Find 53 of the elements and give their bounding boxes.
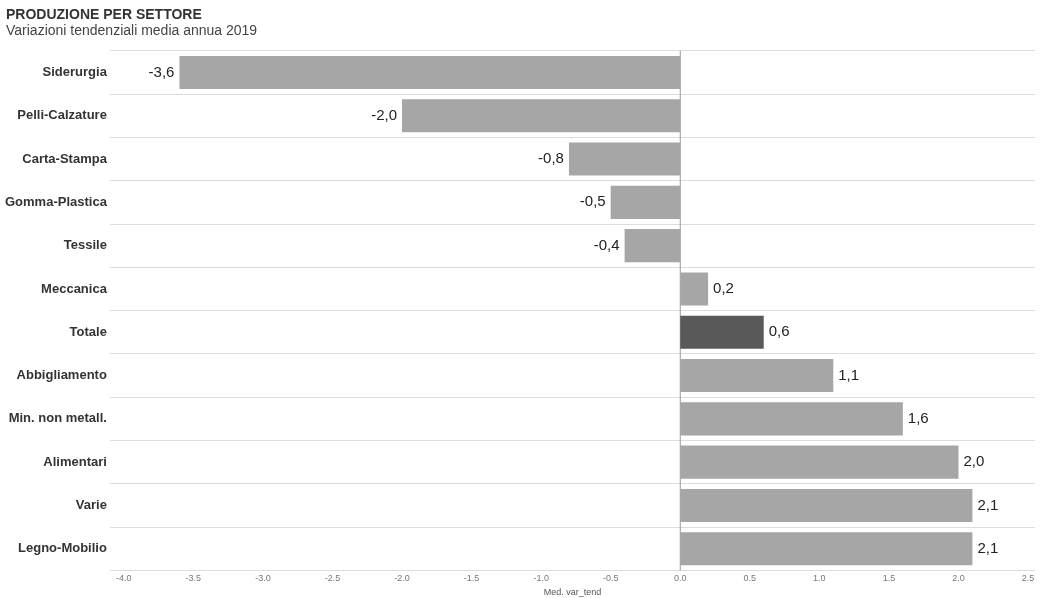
data-label: 0,6 bbox=[768, 322, 790, 340]
data-label: -2,0 bbox=[371, 105, 398, 123]
chart-title: PRODUZIONE PER SETTORE bbox=[6, 6, 202, 22]
data-label: -0,4 bbox=[593, 235, 620, 253]
y-tick-label: Legno-Mobilio bbox=[18, 540, 107, 556]
x-tick-label: -0.5 bbox=[602, 573, 619, 584]
bar bbox=[610, 185, 681, 219]
y-tick-label: Siderurgia bbox=[42, 64, 108, 80]
bar bbox=[680, 402, 903, 436]
bar bbox=[402, 99, 681, 133]
x-tick-label: -4.0 bbox=[116, 573, 132, 584]
x-tick-label: 0.0 bbox=[673, 573, 687, 584]
data-label: 2,1 bbox=[977, 538, 999, 556]
y-tick-label: Carta-Stampa bbox=[22, 150, 108, 166]
y-tick-label: Abbigliamento bbox=[16, 367, 107, 383]
x-tick-label: -2.0 bbox=[394, 573, 410, 584]
data-label: 1,6 bbox=[907, 408, 929, 426]
bar bbox=[680, 358, 834, 393]
x-tick-label: 1.5 bbox=[882, 573, 896, 584]
data-label: -0,5 bbox=[579, 192, 606, 210]
y-tick-label: Varie bbox=[75, 497, 107, 513]
x-tick-label: -1.0 bbox=[533, 573, 549, 584]
x-axis-title: Med. var_tend bbox=[543, 587, 602, 598]
data-label: -3,6 bbox=[148, 62, 175, 80]
y-tick-label: Meccanica bbox=[41, 280, 108, 296]
data-label: 0,2 bbox=[713, 279, 734, 297]
bar bbox=[179, 55, 681, 90]
y-tick-label: Alimentari bbox=[43, 453, 107, 469]
bar bbox=[680, 532, 973, 566]
x-tick-label: 2.0 bbox=[952, 573, 965, 584]
x-tick-label: -3.0 bbox=[255, 573, 271, 584]
bar bbox=[568, 142, 681, 176]
bar bbox=[624, 229, 681, 263]
y-tick-label: Totale bbox=[69, 323, 107, 339]
y-tick-label: Min. non metall. bbox=[8, 410, 107, 426]
data-label: 2,0 bbox=[963, 452, 985, 470]
bar bbox=[680, 272, 709, 306]
bar bbox=[680, 488, 973, 523]
bar bbox=[680, 445, 959, 479]
data-label: 1,1 bbox=[838, 365, 860, 383]
x-tick-label: -3.5 bbox=[185, 573, 202, 584]
x-tick-label: 0.5 bbox=[743, 573, 757, 584]
x-tick-label: -1.5 bbox=[463, 573, 480, 584]
y-tick-label: Gomma-Plastica bbox=[5, 193, 108, 209]
x-tick-label: 2.5 bbox=[1021, 573, 1035, 584]
y-tick-label: Tessile bbox=[63, 237, 107, 253]
x-tick-label: 1.0 bbox=[813, 573, 826, 584]
data-label: -0,8 bbox=[538, 149, 564, 167]
bar bbox=[680, 315, 764, 349]
y-tick-label: Pelli-Calzature bbox=[17, 107, 107, 123]
chart-subtitle: Variazioni tendenziali media annua 2019 bbox=[6, 22, 258, 38]
data-label: 2,1 bbox=[977, 495, 999, 513]
x-tick-label: -2.5 bbox=[324, 573, 341, 584]
